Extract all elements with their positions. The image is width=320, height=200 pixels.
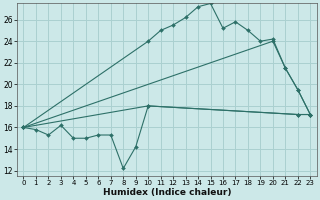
X-axis label: Humidex (Indice chaleur): Humidex (Indice chaleur) — [103, 188, 231, 197]
